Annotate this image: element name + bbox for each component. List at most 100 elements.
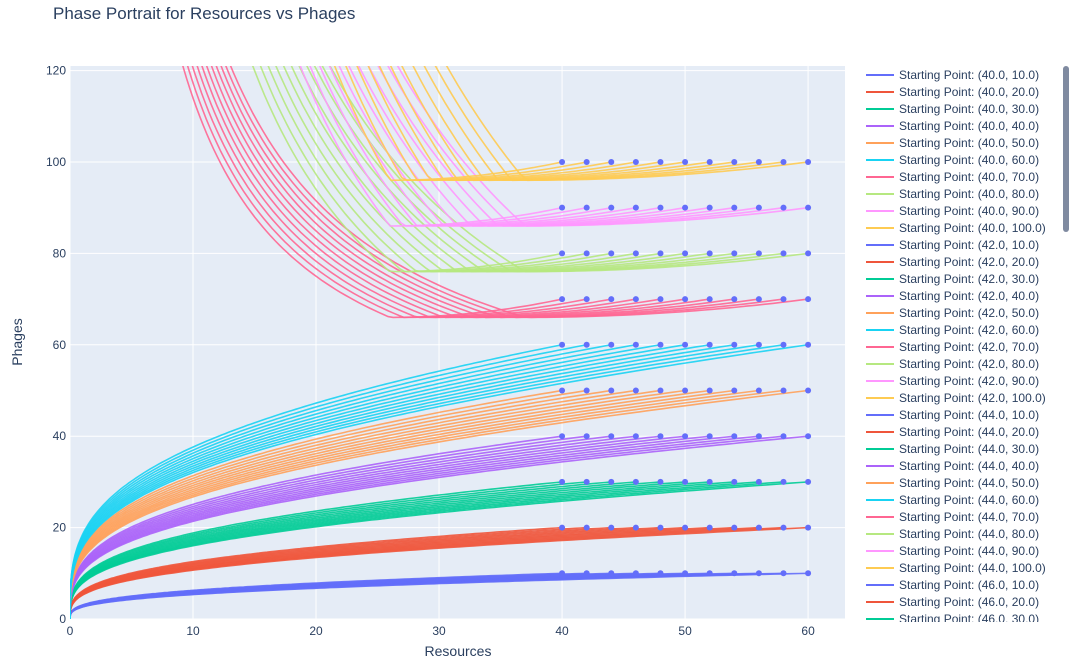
legend-item[interactable]: Starting Point: (44.0, 60.0) bbox=[866, 491, 1064, 508]
legend-item[interactable]: Starting Point: (42.0, 70.0) bbox=[866, 338, 1064, 355]
start-point-marker bbox=[805, 478, 812, 485]
start-point-marker bbox=[805, 250, 812, 257]
start-point-marker bbox=[632, 204, 639, 211]
legend-item[interactable]: Starting Point: (42.0, 10.0) bbox=[866, 236, 1064, 253]
legend[interactable]: Starting Point: (40.0, 10.0) Starting Poi… bbox=[858, 66, 1064, 622]
start-point-marker bbox=[706, 570, 713, 577]
start-point-marker bbox=[632, 158, 639, 165]
legend-swatch bbox=[866, 362, 894, 365]
legend-item[interactable]: Starting Point: (42.0, 100.0) bbox=[866, 389, 1064, 406]
start-point-marker bbox=[559, 296, 566, 303]
start-point-marker bbox=[755, 250, 762, 257]
start-point-marker bbox=[583, 250, 590, 257]
legend-item[interactable]: Starting Point: (40.0, 50.0) bbox=[866, 134, 1064, 151]
legend-item[interactable]: Starting Point: (42.0, 40.0) bbox=[866, 287, 1064, 304]
legend-item[interactable]: Starting Point: (40.0, 90.0) bbox=[866, 202, 1064, 219]
legend-swatch bbox=[866, 498, 894, 501]
y-tick-label: 80 bbox=[53, 246, 67, 260]
legend-item[interactable]: Starting Point: (46.0, 10.0) bbox=[866, 576, 1064, 593]
legend-item[interactable]: Starting Point: (46.0, 20.0) bbox=[866, 593, 1064, 610]
trajectory-line bbox=[70, 435, 784, 619]
x-tick-label: 60 bbox=[801, 624, 815, 638]
start-point-marker bbox=[608, 387, 615, 394]
legend-item[interactable]: Starting Point: (40.0, 60.0) bbox=[866, 151, 1064, 168]
legend-item[interactable]: Starting Point: (44.0, 80.0) bbox=[866, 525, 1064, 542]
legend-swatch bbox=[866, 430, 894, 433]
legend-item[interactable]: Starting Point: (42.0, 20.0) bbox=[866, 253, 1064, 270]
start-point-marker bbox=[559, 204, 566, 211]
legend-item[interactable]: Starting Point: (40.0, 10.0) bbox=[866, 66, 1064, 83]
start-point-marker bbox=[731, 570, 738, 577]
legend-item[interactable]: Starting Point: (44.0, 30.0) bbox=[866, 440, 1064, 457]
legend-swatch bbox=[866, 243, 894, 246]
legend-label: Starting Point: (42.0, 80.0) bbox=[899, 356, 1040, 371]
legend-item[interactable]: Starting Point: (42.0, 30.0) bbox=[866, 270, 1064, 287]
legend-item[interactable]: Starting Point: (44.0, 50.0) bbox=[866, 474, 1064, 491]
start-point-marker bbox=[583, 158, 590, 165]
start-point-marker bbox=[805, 570, 812, 577]
x-tick-label: 20 bbox=[309, 624, 323, 638]
legend-label: Starting Point: (42.0, 30.0) bbox=[899, 271, 1040, 286]
start-point-marker bbox=[755, 341, 762, 348]
legend-label: Starting Point: (40.0, 80.0) bbox=[899, 186, 1040, 201]
start-point-marker bbox=[583, 341, 590, 348]
start-point-marker bbox=[682, 296, 689, 303]
legend-item[interactable]: Starting Point: (44.0, 70.0) bbox=[866, 508, 1064, 525]
legend-item[interactable]: Starting Point: (44.0, 100.0) bbox=[866, 559, 1064, 576]
start-point-marker bbox=[608, 570, 615, 577]
legend-item[interactable]: Starting Point: (40.0, 80.0) bbox=[866, 185, 1064, 202]
legend-item[interactable]: Starting Point: (44.0, 10.0) bbox=[866, 406, 1064, 423]
legend-item[interactable]: Starting Point: (44.0, 90.0) bbox=[866, 542, 1064, 559]
trajectory-line bbox=[70, 344, 735, 619]
legend-item[interactable]: Starting Point: (46.0, 30.0) bbox=[866, 610, 1064, 622]
trajectory-layer bbox=[70, 66, 809, 619]
start-point-marker bbox=[706, 296, 713, 303]
legend-scrollbar[interactable] bbox=[1063, 66, 1069, 232]
start-point-marker bbox=[706, 478, 713, 485]
legend-item[interactable]: Starting Point: (40.0, 40.0) bbox=[866, 117, 1064, 134]
legend-swatch bbox=[866, 175, 894, 178]
legend-item[interactable]: Starting Point: (42.0, 60.0) bbox=[866, 321, 1064, 338]
legend-label: Starting Point: (44.0, 80.0) bbox=[899, 526, 1040, 541]
start-point-marker bbox=[805, 296, 812, 303]
legend-item[interactable]: Starting Point: (40.0, 30.0) bbox=[866, 100, 1064, 117]
x-tick-label: 30 bbox=[432, 624, 446, 638]
start-point-marker bbox=[805, 158, 812, 165]
trajectory-line bbox=[70, 389, 661, 619]
legend-item[interactable]: Starting Point: (40.0, 100.0) bbox=[866, 219, 1064, 236]
start-point-marker bbox=[583, 433, 590, 440]
start-point-marker bbox=[780, 341, 787, 348]
legend-item[interactable]: Starting Point: (42.0, 90.0) bbox=[866, 372, 1064, 389]
trajectory-line bbox=[70, 344, 710, 619]
trajectory-line bbox=[70, 389, 735, 619]
legend-label: Starting Point: (40.0, 90.0) bbox=[899, 203, 1040, 218]
start-point-marker bbox=[559, 433, 566, 440]
trajectory-line bbox=[70, 435, 759, 619]
start-point-marker bbox=[706, 524, 713, 531]
start-point-marker bbox=[682, 570, 689, 577]
start-point-marker bbox=[682, 524, 689, 531]
legend-swatch bbox=[866, 464, 894, 467]
start-point-marker bbox=[559, 158, 566, 165]
start-point-marker bbox=[805, 387, 812, 394]
start-point-marker bbox=[657, 478, 664, 485]
legend-item[interactable]: Starting Point: (42.0, 50.0) bbox=[866, 304, 1064, 321]
start-point-marker bbox=[559, 570, 566, 577]
x-tick-label: 40 bbox=[555, 624, 569, 638]
start-point-marker bbox=[805, 524, 812, 531]
legend-label: Starting Point: (42.0, 90.0) bbox=[899, 373, 1040, 388]
legend-item[interactable]: Starting Point: (40.0, 20.0) bbox=[866, 83, 1064, 100]
legend-item[interactable]: Starting Point: (42.0, 80.0) bbox=[866, 355, 1064, 372]
legend-label: Starting Point: (42.0, 70.0) bbox=[899, 339, 1040, 354]
trajectory-line bbox=[70, 481, 809, 619]
legend-item[interactable]: Starting Point: (44.0, 20.0) bbox=[866, 423, 1064, 440]
start-point-marker bbox=[632, 570, 639, 577]
legend-label: Starting Point: (40.0, 40.0) bbox=[899, 118, 1040, 133]
y-axis-ticks: 0 20 40 60 80 100 120 bbox=[46, 64, 66, 626]
legend-label: Starting Point: (42.0, 60.0) bbox=[899, 322, 1040, 337]
legend-swatch bbox=[866, 124, 894, 127]
legend-item[interactable]: Starting Point: (40.0, 70.0) bbox=[866, 168, 1064, 185]
legend-item[interactable]: Starting Point: (44.0, 40.0) bbox=[866, 457, 1064, 474]
trajectory-line bbox=[70, 481, 612, 619]
